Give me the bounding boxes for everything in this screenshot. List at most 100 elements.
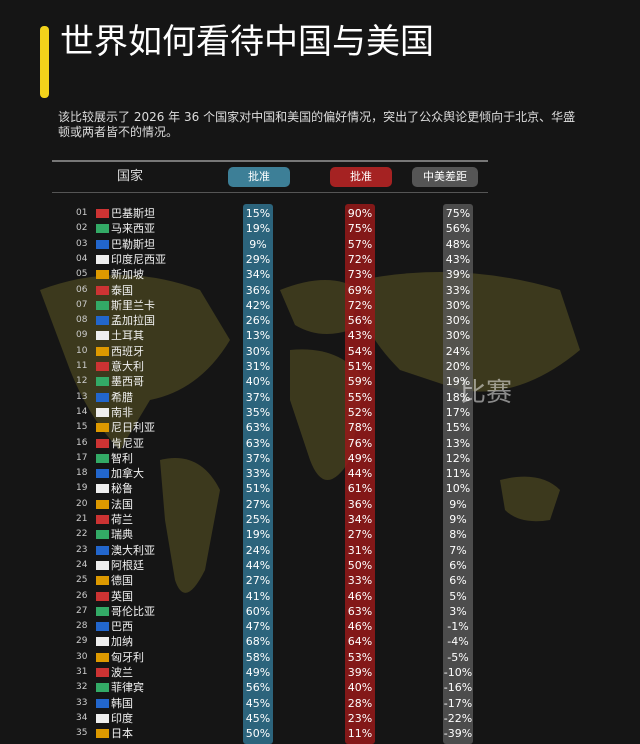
- country: 尼日利亚: [111, 421, 155, 435]
- us-approval: 27%: [245, 497, 271, 511]
- us-approval: 41%: [245, 589, 271, 603]
- rank: 09: [76, 330, 88, 341]
- gap: 33%: [445, 283, 471, 297]
- us-approval: 37%: [245, 451, 271, 465]
- china-approval: 36%: [347, 497, 373, 511]
- country: 南非: [111, 405, 133, 419]
- flag: [96, 423, 109, 433]
- china-approval: 23%: [347, 711, 373, 725]
- table-row: 04 印度尼西亚 29% 72% 43%: [0, 252, 640, 267]
- country: 澳大利亚: [111, 543, 155, 557]
- country: 加拿大: [111, 467, 144, 481]
- us-approval: 68%: [245, 635, 271, 649]
- country: 土耳其: [111, 329, 144, 343]
- us-approval: 36%: [245, 283, 271, 297]
- table-row: 22 瑞典 19% 27% 8%: [0, 527, 640, 542]
- gap: 6%: [449, 558, 467, 572]
- gap: 12%: [445, 451, 471, 465]
- table-row: 01 巴基斯坦 15% 90% 75%: [0, 206, 640, 221]
- us-approval: 27%: [245, 574, 271, 588]
- china-approval: 46%: [347, 589, 373, 603]
- flag: [96, 254, 109, 264]
- gap: 8%: [449, 528, 467, 542]
- rank: 29: [76, 636, 88, 647]
- country: 西班牙: [111, 344, 144, 358]
- gap: 56%: [445, 222, 471, 236]
- country: 巴西: [111, 620, 133, 634]
- flag: [96, 530, 109, 540]
- flag: [96, 729, 109, 739]
- flag: [96, 560, 109, 570]
- flag: [96, 499, 109, 509]
- gap: 6%: [449, 574, 467, 588]
- rank: 32: [76, 682, 88, 693]
- country: 韩国: [111, 696, 133, 710]
- country: 意大利: [111, 360, 144, 373]
- china-approval: 72%: [347, 298, 373, 312]
- flag: [96, 239, 109, 249]
- rank: 33: [76, 697, 88, 708]
- rank: 14: [76, 406, 88, 417]
- gap: -16%: [443, 681, 473, 695]
- flag: [96, 438, 109, 448]
- country: 哥伦比亚: [111, 604, 155, 618]
- header-gap: 中美差距: [412, 167, 478, 187]
- gap-column: [443, 204, 473, 744]
- rank: 11: [76, 361, 88, 371]
- us-approval: 50%: [245, 727, 271, 741]
- us-approval: 26%: [245, 314, 271, 328]
- gap: 13%: [445, 436, 471, 450]
- flag: [96, 407, 109, 417]
- flag: [96, 668, 109, 677]
- china-approval: 43%: [347, 329, 373, 343]
- flag: [96, 224, 109, 234]
- rank: 34: [76, 712, 88, 723]
- china-approval: 57%: [347, 237, 373, 251]
- china-approval: 33%: [347, 574, 373, 588]
- header-us: 批准: [228, 167, 290, 187]
- country: 秘鲁: [111, 482, 133, 496]
- gap: 48%: [445, 237, 471, 251]
- table-row: 06 泰国 36% 69% 33%: [0, 283, 640, 298]
- country: 马来西亚: [111, 222, 155, 236]
- watermark: 比赛: [460, 378, 513, 408]
- rank: 10: [76, 345, 88, 356]
- flag: [96, 576, 109, 586]
- gap: -10%: [443, 666, 473, 679]
- country: 印度尼西亚: [111, 252, 166, 266]
- table-row: 34 印度 45% 23% -22%: [0, 711, 640, 726]
- table-row: 03 巴勒斯坦 9% 57% 48%: [0, 237, 640, 252]
- table-row: 31 波兰 49% 39% -10%: [0, 665, 640, 680]
- country: 孟加拉国: [111, 314, 155, 328]
- rank: 07: [76, 299, 88, 310]
- country: 印度: [111, 711, 133, 725]
- china-approval: 28%: [347, 696, 373, 710]
- rank: 03: [76, 238, 88, 249]
- gap: 5%: [449, 589, 467, 603]
- china-approval: 27%: [347, 528, 373, 542]
- flag: [96, 515, 109, 524]
- gap: -39%: [443, 727, 473, 741]
- flag: [96, 713, 109, 723]
- rank: 01: [76, 208, 88, 218]
- china-approval: 61%: [347, 482, 373, 496]
- rank: 08: [76, 315, 88, 326]
- china-approval: 53%: [347, 650, 373, 664]
- us-approval: 35%: [245, 405, 271, 419]
- header-china: 批准: [330, 167, 392, 187]
- us-approval: 49%: [245, 666, 271, 679]
- rank: 13: [76, 391, 88, 402]
- flag: [96, 316, 109, 326]
- rank: 19: [76, 483, 88, 494]
- gap: 30%: [445, 298, 471, 312]
- flag: [96, 453, 109, 463]
- gap: 9%: [449, 497, 467, 511]
- rank: 30: [76, 651, 88, 662]
- rank: 24: [76, 559, 88, 570]
- flag: [96, 606, 109, 616]
- table-row: 14 南非 35% 52% 17%: [0, 405, 640, 420]
- china-approval: 50%: [347, 558, 373, 572]
- china-approval: 64%: [347, 635, 373, 649]
- rank: 23: [76, 544, 88, 555]
